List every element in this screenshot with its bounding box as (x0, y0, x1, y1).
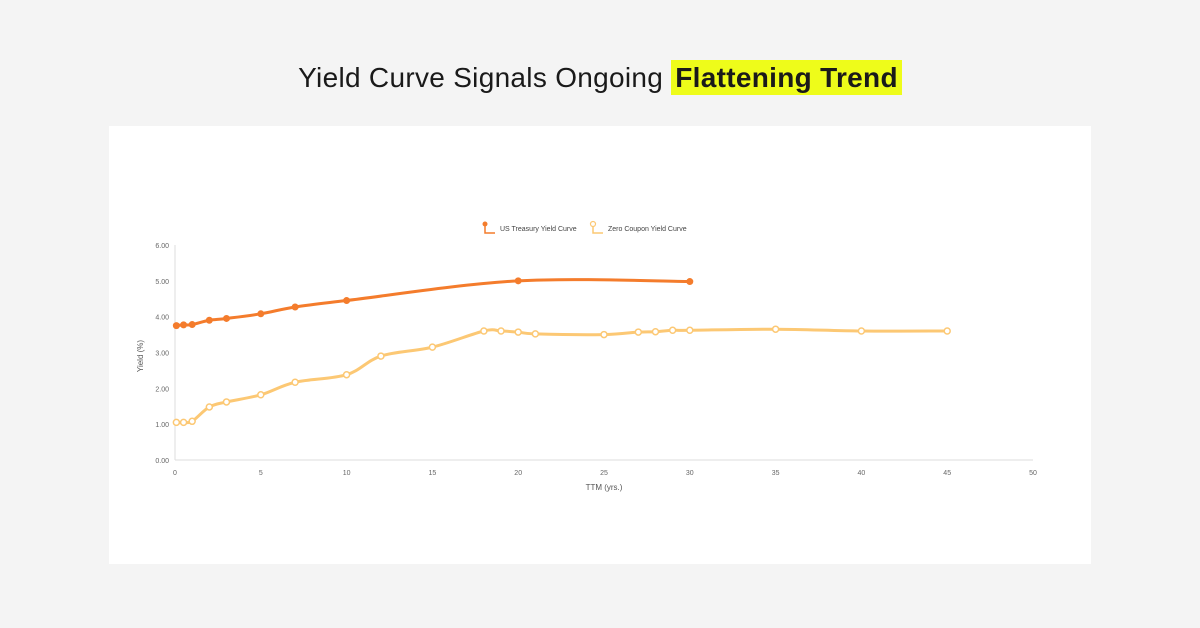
y-tick-label: 5.00 (155, 279, 169, 286)
series-line (176, 278, 690, 328)
x-tick-label: 20 (514, 470, 522, 477)
data-point (188, 321, 196, 329)
x-tick-label: 10 (343, 470, 351, 477)
data-point (205, 403, 214, 411)
x-tick-label: 40 (858, 470, 866, 477)
data-point (686, 326, 694, 335)
data-point (651, 327, 660, 336)
series-us-treasury (172, 277, 694, 330)
data-point (514, 277, 522, 285)
x-tick-label: 35 (772, 470, 780, 477)
data-point (497, 327, 505, 335)
data-point (377, 352, 385, 360)
data-point (857, 327, 866, 335)
headline-text: Yield Curve Signals Ongoing (298, 62, 664, 93)
data-point (172, 418, 181, 427)
y-tick-label: 0.00 (155, 458, 169, 465)
data-point (222, 398, 231, 406)
data-point (222, 314, 230, 322)
data-point (291, 303, 299, 311)
x-tick-label: 30 (686, 470, 694, 477)
data-point (531, 330, 540, 338)
data-point (771, 325, 780, 333)
data-point (172, 322, 180, 330)
data-point (257, 391, 265, 399)
data-point (291, 378, 299, 386)
legend-marker-icon (482, 221, 488, 227)
legend-label: US Treasury Yield Curve (500, 226, 577, 233)
chart-card: 0.00 1.00 2.00 3.00 4.00 5.00 6.00 0 5 10 15 20 25 30… (109, 126, 1091, 564)
data-point (600, 330, 608, 339)
legend-marker-icon (589, 220, 597, 228)
data-point (343, 297, 351, 305)
data-point (188, 417, 196, 426)
data-point (179, 418, 188, 427)
legend: US Treasury Yield Curve Zero Coupon Yield… (482, 220, 687, 234)
x-tick-label: 15 (429, 470, 437, 477)
y-axis-label: Yield (%) (136, 340, 145, 372)
series-zero-coupon (172, 325, 951, 427)
y-tick-label: 2.00 (155, 386, 169, 393)
y-tick-label: 3.00 (155, 351, 169, 358)
headline-highlight: Flattening Trend (671, 60, 902, 95)
legend-label: Zero Coupon Yield Curve (608, 226, 687, 233)
data-point (428, 343, 437, 351)
x-tick-label: 0 (173, 470, 177, 477)
x-tick-label: 25 (600, 470, 608, 477)
y-tick-label: 4.00 (155, 315, 169, 322)
data-point (257, 310, 265, 318)
data-point (686, 278, 694, 286)
data-point (480, 327, 488, 335)
x-axis-label: TTM (yrs.) (586, 483, 623, 492)
y-tick-label: 6.00 (155, 243, 169, 250)
data-point (943, 327, 951, 335)
y-tick-label: 1.00 (155, 422, 169, 429)
data-point (514, 328, 522, 336)
data-point (668, 326, 677, 335)
data-point (180, 321, 188, 329)
data-point (205, 316, 213, 324)
headline: Yield Curve Signals Ongoing Flattening T… (0, 60, 1200, 95)
x-tick-label: 50 (1029, 470, 1037, 477)
x-tick-label: 5 (259, 470, 263, 477)
series-line (176, 327, 948, 425)
x-tick-label: 45 (943, 470, 951, 477)
data-point (342, 370, 351, 379)
data-point (634, 328, 643, 336)
yield-curve-chart: 0.00 1.00 2.00 3.00 4.00 5.00 6.00 0 5 10 15 20 25 30… (136, 220, 1037, 492)
legend-line-icon (484, 224, 495, 234)
